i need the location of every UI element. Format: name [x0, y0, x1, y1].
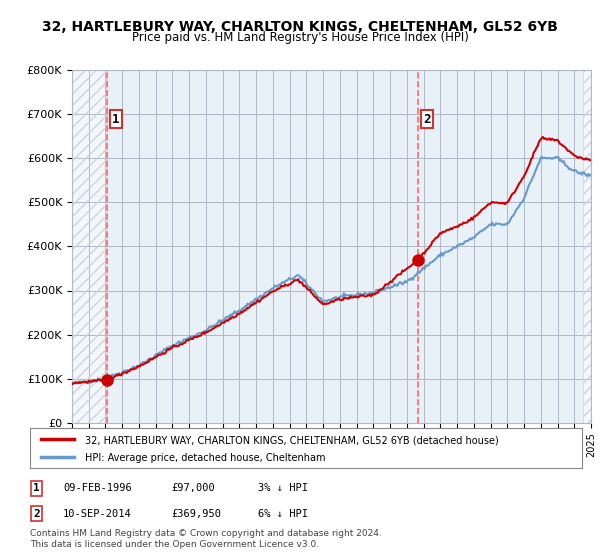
- Text: 1: 1: [112, 113, 120, 126]
- Bar: [583, 70, 591, 423]
- Bar: [72, 70, 107, 423]
- Bar: [583, 70, 591, 423]
- Text: 6% ↓ HPI: 6% ↓ HPI: [258, 508, 308, 519]
- Text: £369,950: £369,950: [171, 508, 221, 519]
- Text: 10-SEP-2014: 10-SEP-2014: [63, 508, 132, 519]
- Text: HPI: Average price, detached house, Cheltenham: HPI: Average price, detached house, Chel…: [85, 453, 326, 463]
- Text: £97,000: £97,000: [171, 483, 215, 493]
- Bar: [72, 70, 107, 423]
- Text: Price paid vs. HM Land Registry's House Price Index (HPI): Price paid vs. HM Land Registry's House …: [131, 31, 469, 44]
- Text: 32, HARTLEBURY WAY, CHARLTON KINGS, CHELTENHAM, GL52 6YB: 32, HARTLEBURY WAY, CHARLTON KINGS, CHEL…: [42, 20, 558, 34]
- Text: Contains HM Land Registry data © Crown copyright and database right 2024.
This d: Contains HM Land Registry data © Crown c…: [30, 529, 382, 549]
- Text: 09-FEB-1996: 09-FEB-1996: [63, 483, 132, 493]
- Text: 3% ↓ HPI: 3% ↓ HPI: [258, 483, 308, 493]
- Text: 2: 2: [424, 113, 431, 126]
- Text: 32, HARTLEBURY WAY, CHARLTON KINGS, CHELTENHAM, GL52 6YB (detached house): 32, HARTLEBURY WAY, CHARLTON KINGS, CHEL…: [85, 436, 499, 446]
- Text: 2: 2: [33, 508, 40, 519]
- Text: 1: 1: [33, 483, 40, 493]
